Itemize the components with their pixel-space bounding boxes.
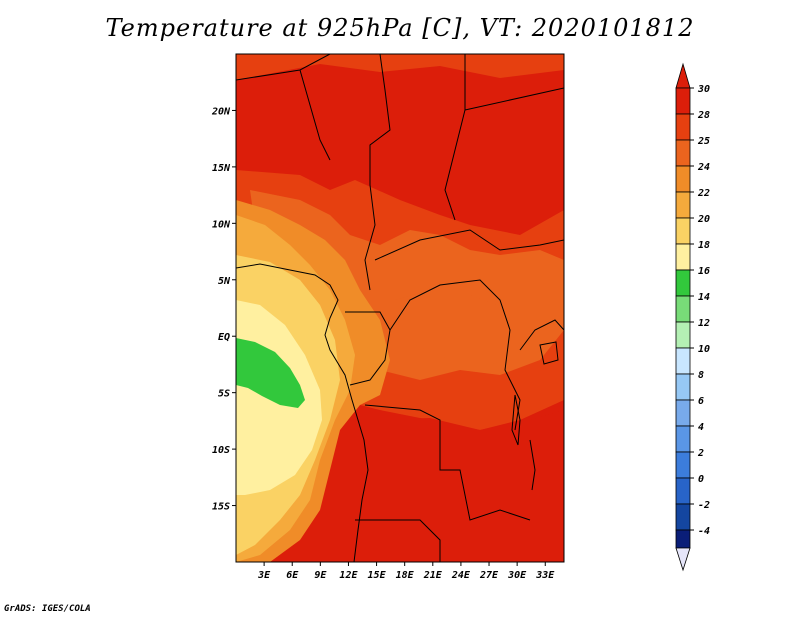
temperature-field (236, 54, 564, 562)
colorbar-swatch (675, 373, 691, 401)
colorbar-swatch (675, 451, 691, 479)
credit-text: GrADS: IGES/COLA (4, 604, 91, 614)
border-egypt (464, 87, 564, 111)
colorbar-swatch (675, 269, 691, 297)
colorbar-swatch (675, 399, 691, 427)
colorbar-swatch (675, 87, 691, 115)
border-namibia (355, 519, 441, 562)
lat-tick-label: 15S (212, 502, 230, 513)
colorbar-label: 8 (698, 370, 704, 381)
colorbar-swatch (675, 425, 691, 453)
lat-tick-label: EQ (218, 332, 230, 343)
colorbar-label: 30 (697, 84, 710, 95)
field-cold-patch (236, 338, 305, 408)
lat-tick-label: 10N (212, 219, 231, 230)
border-car (374, 229, 564, 261)
colorbar-label: 0 (698, 474, 704, 485)
colorbar-swatch (675, 191, 691, 219)
border-chad-sudan (444, 54, 466, 221)
lon-tick-label: 21E (423, 570, 443, 581)
field-south-hot (360, 410, 564, 562)
field-congo-pocket (395, 290, 530, 365)
lon-tick-label: 30E (507, 570, 527, 581)
lon-tick-label: 18E (396, 570, 415, 581)
colorbar-swatch (675, 321, 691, 349)
colorbar-swatch (675, 217, 691, 245)
colorbar-label: 12 (698, 318, 710, 329)
colorbar-label: 4 (698, 422, 704, 433)
west-coastline (236, 263, 369, 562)
chart-title: Temperature at 925hPa [C], VT: 202010181… (105, 14, 695, 42)
lakes (511, 341, 559, 491)
colorbar-label: 24 (697, 162, 710, 173)
colorbar-label: 14 (698, 292, 710, 303)
colorbar-swatch (675, 503, 691, 531)
lat-tick-label: 20N (211, 106, 231, 117)
border-niger-chad (369, 54, 391, 185)
colorbar-label: -4 (698, 526, 710, 537)
longitude-axis: 3E 6E 9E 12E 15E 18E 21E 24E 27E 30E 33E (257, 562, 555, 581)
lat-tick-label: 10S (212, 445, 230, 456)
border-gabon-congo (345, 311, 391, 386)
lat-tick-label: 5N (218, 276, 231, 287)
colorbar-label: 20 (697, 214, 710, 225)
lat-tick-label: 5S (218, 389, 230, 400)
latitude-axis: 20N 15N 10N 5N EQ 5S 10S 15S (211, 106, 236, 513)
colorbar-swatch (675, 165, 691, 193)
lon-tick-label: 24E (451, 570, 471, 581)
border-uganda-kenya (519, 319, 564, 351)
colorbar-label: 6 (698, 396, 704, 407)
colorbar-swatch (675, 139, 691, 167)
colorbar-label: 18 (698, 240, 710, 251)
border-drc-east (389, 279, 521, 431)
colorbar-swatch (675, 295, 691, 323)
colorbar-label: -2 (698, 500, 710, 511)
border-northwest (236, 54, 331, 161)
colorbar-label: 16 (698, 266, 710, 277)
colorbar-swatch (675, 347, 691, 375)
colorbar-swatch (675, 529, 691, 549)
colorbar-label: 25 (697, 136, 710, 147)
colorbar-label: 10 (698, 344, 710, 355)
lon-tick-label: 27E (479, 570, 499, 581)
lon-tick-label: 3E (257, 570, 271, 581)
lon-tick-label: 15E (368, 570, 387, 581)
colorbar-label: 2 (697, 448, 704, 459)
lon-tick-label: 9E (314, 570, 327, 581)
lon-tick-label: 6E (286, 570, 299, 581)
country-borders (236, 54, 564, 562)
border-cameroon (364, 184, 376, 291)
lat-tick-label: 15N (212, 163, 231, 174)
lon-tick-label: 33E (535, 570, 555, 581)
colorbar-label: 22 (697, 188, 710, 199)
colorbar-swatch (675, 113, 691, 141)
lake-malawi (529, 439, 536, 491)
colorbar-under-arrow (675, 547, 691, 572)
colorbar-swatch (675, 477, 691, 505)
map-frame (235, 53, 565, 563)
lake-victoria (539, 341, 559, 365)
colorbar-swatch (675, 243, 691, 271)
colorbar-over-arrow (675, 62, 691, 89)
border-angola-zambia (364, 404, 531, 521)
lon-tick-label: 12E (339, 570, 358, 581)
lake-tanganyika (511, 394, 521, 446)
colorbar-label: 28 (697, 110, 710, 121)
